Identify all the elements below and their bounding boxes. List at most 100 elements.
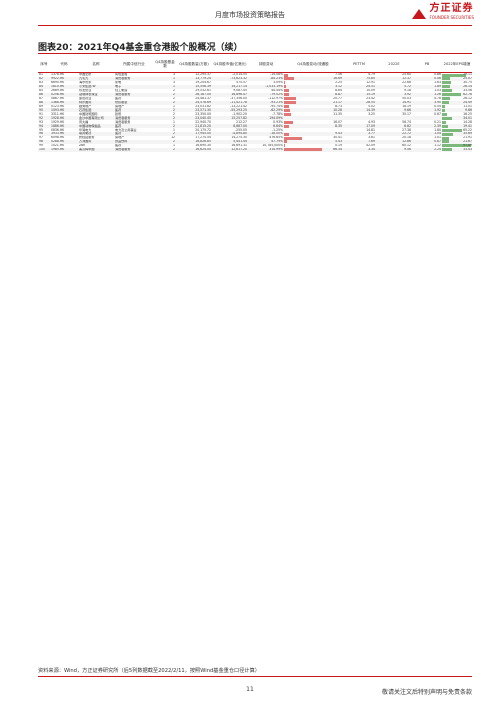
- bar-value-text: 25.07: [463, 76, 472, 81]
- table-cell: 消费者服务: [114, 92, 154, 97]
- table-cell: 碧桂园服务: [79, 136, 95, 140]
- table-cell: 有色金属: [115, 72, 128, 77]
- table-cell: 12.86: [376, 139, 412, 144]
- table-cell: 0.93%: [273, 120, 283, 124]
- table-cell: 27.38: [402, 128, 411, 132]
- table-row: 100 1985.HK 美高梅中国 消费者服务 2 16,624.00 12,617.20 3…: [38, 147, 472, 152]
- table-cell: 联邦制药: [78, 132, 114, 136]
- table-cell: 19.41: [442, 124, 472, 129]
- table-cell: 20.77: [284, 97, 342, 101]
- brand-logo: 方正证券 FOUNDER SECURITIES: [410, 4, 474, 20]
- table-cell: 医药: [114, 124, 154, 129]
- table-cell: 16,691.31: [231, 143, 247, 148]
- table-row: 82 9922.HK 九毛九 消费者服务 1 13,779.24 -73,623.32 -84…: [38, 76, 472, 81]
- table-cell: 1985.HK: [50, 147, 78, 152]
- table-cell: 中国建筑国际: [79, 112, 98, 116]
- table-cell: 24.51: [342, 84, 376, 89]
- table-cell: 康哲药业: [79, 96, 92, 101]
- table-cell: 周大福: [79, 120, 89, 124]
- table-cell: 9.43: [284, 132, 342, 136]
- value-bar: [284, 144, 286, 148]
- table-cell: 15,257.82: [212, 116, 248, 121]
- value-bar: [284, 120, 294, 124]
- table-cell: 海尔智家: [79, 80, 92, 85]
- value-bar: [284, 140, 288, 144]
- table-cell: 0.54: [434, 104, 441, 108]
- table-row: 95 0836.HK 华润电力 电力及公用事业 1 20,175.72 -255.05 -1.…: [38, 128, 472, 132]
- column-header: 持股变动: [248, 56, 284, 73]
- table-cell: 特步国际: [78, 100, 114, 105]
- table-cell: 石药集团: [78, 108, 114, 113]
- table-cell: 33.56: [442, 89, 472, 93]
- table-cell: 23,031.82: [195, 104, 211, 108]
- table-cell: 99: [39, 143, 43, 148]
- table-cell: 0288.HK: [50, 139, 78, 144]
- footer-divider: [38, 676, 472, 677]
- table-cell: 消费者服务: [115, 120, 131, 124]
- table-cell: 2.24: [412, 147, 442, 152]
- table-cell: -37,356.00: [230, 96, 247, 101]
- table-cell: 35.17: [402, 112, 411, 116]
- value-bar: [442, 101, 450, 105]
- table-cell: 87: [39, 96, 43, 101]
- column-header: Q4持股变动/流通股: [284, 56, 342, 73]
- table-cell: -13,221.42: [230, 104, 247, 108]
- column-header: Q4持股数量(万股): [176, 56, 212, 73]
- table-cell: 1.03: [434, 88, 441, 93]
- table-cell: 小米集团-W: [78, 84, 114, 89]
- table-cell: 9.56: [376, 147, 412, 152]
- page-number: 11: [246, 686, 254, 693]
- table-cell: 1886.HK: [50, 124, 78, 129]
- table-cell: 12,295.37: [195, 72, 211, 77]
- table-cell: 7.69: [342, 139, 376, 144]
- table-header-row: 序号 代码 名称 所属中信行业 Q4持股基金数 Q4持股数量(万股) Q4持股市值(亿港元)…: [38, 56, 472, 73]
- bar-value-text: 9.43: [335, 132, 342, 136]
- table-cell: 575.57: [236, 80, 247, 85]
- table-cell: 83: [39, 80, 43, 85]
- table-cell: 15.19: [342, 92, 376, 97]
- table-cell: 1.01: [434, 136, 441, 140]
- table-cell: 79.11: [442, 73, 472, 77]
- value-bar: [442, 120, 447, 124]
- table-cell: 3933.HK: [50, 132, 78, 136]
- table-cell: 44.44%: [271, 88, 283, 93]
- table-cell: 房地产: [115, 136, 125, 140]
- table-cell: 1.04: [412, 132, 442, 136]
- table-cell: 1929.HK: [51, 120, 65, 124]
- table-row: 96 3933.HK 联邦制药 医药 2 17,945.00 -4,894.80 -18.00…: [38, 132, 472, 136]
- table-cell: 16.25: [442, 112, 472, 116]
- value-bar: [284, 93, 290, 97]
- table-cell: 万洲国际: [78, 139, 114, 144]
- table-row: 88 1368.HK 特步国际 纺织服装 2 24,578.69 -11,421.78 -93…: [38, 100, 472, 105]
- column-header: PB: [412, 56, 442, 73]
- table-cell: 家电: [115, 80, 122, 85]
- bar-value-text: 19.41: [463, 124, 472, 128]
- table-cell: 2: [154, 100, 176, 105]
- table-cell: 16,896.47: [212, 92, 248, 97]
- table-cell: 2.39: [412, 124, 442, 129]
- table-cell: 0.06: [412, 76, 442, 81]
- value-bar: [442, 140, 449, 144]
- table-cell: 1: [173, 143, 175, 148]
- bar-value-text: 62.78: [463, 92, 472, 97]
- table-cell: 8.73: [284, 105, 342, 109]
- table-cell: 10,785,000%: [262, 143, 283, 148]
- bar-value-text: 65.22: [463, 128, 472, 132]
- table-cell: 8.87: [284, 92, 342, 97]
- table-cell: 0.87: [412, 139, 442, 144]
- table-cell: 21,815.20: [176, 124, 212, 129]
- value-bar: [284, 105, 290, 108]
- table-cell: 纺织服装: [114, 100, 154, 105]
- table-cell: -14.08%: [270, 72, 283, 77]
- table-row: 86 0256.HK 冠城钟表珠宝 消费者服务 2 26,187.00 16,896.47-…: [38, 92, 472, 97]
- table-cell: 93: [39, 120, 43, 124]
- table-cell: 17,945.00: [176, 132, 212, 136]
- table-cell: 1810.HK: [50, 84, 78, 89]
- value-bar: [284, 124, 289, 128]
- table-cell: 2.25: [284, 81, 342, 85]
- table-cell: 81: [39, 72, 43, 77]
- table-cell: 3.92: [376, 92, 412, 97]
- table-cell: 9.66: [376, 108, 412, 113]
- table-cell: -4,894.80: [212, 132, 248, 136]
- table-cell: 轻工制造: [115, 88, 128, 93]
